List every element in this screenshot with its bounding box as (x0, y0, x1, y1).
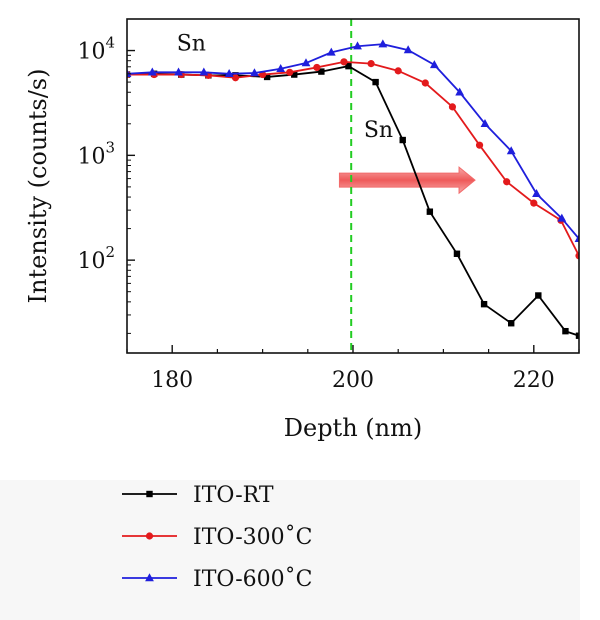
legend-item: ITO-RT (122, 483, 274, 508)
data-point (250, 68, 259, 77)
legend-label: ITO-600˚C (193, 565, 312, 592)
data-point (231, 74, 240, 82)
data-point (301, 58, 311, 67)
data-point (480, 300, 488, 308)
data-point (453, 250, 461, 257)
data-point (575, 252, 579, 260)
data-point (313, 63, 321, 72)
data-point (263, 73, 271, 81)
y-tick-label: 102 (77, 243, 115, 274)
data-point (508, 320, 515, 327)
shift-arrow (338, 166, 476, 195)
arrow-layer (338, 166, 476, 195)
series-triangle (127, 39, 579, 242)
x-tick-label: 180 (151, 368, 193, 393)
data-point (353, 41, 362, 50)
data-point (318, 68, 325, 75)
data-point (147, 67, 157, 76)
y-tick-base: 10 (77, 144, 105, 169)
data-point (345, 62, 352, 70)
data-point (503, 178, 511, 186)
data-point (506, 146, 516, 155)
y-tick-label: 103 (77, 138, 115, 169)
data-point (174, 67, 183, 76)
data-point (455, 87, 465, 96)
data-point (367, 60, 375, 68)
y-tick-label: 104 (77, 34, 115, 65)
y-tick-exponent: 3 (105, 138, 115, 156)
series-line (127, 65, 579, 337)
data-point (532, 188, 541, 197)
data-point (276, 63, 286, 72)
data-point (378, 39, 388, 48)
data-point (426, 208, 434, 215)
legend-item: ITO-300˚C (122, 523, 312, 550)
legend: ITO-RT ITO-300˚C ITO-600˚C (122, 483, 312, 592)
legend-label: ITO-300˚C (193, 523, 312, 550)
legend-label: ITO-RT (193, 483, 274, 508)
data-point (448, 103, 457, 111)
data-point (340, 58, 348, 66)
annotation-label: Sn (364, 118, 393, 143)
annotation-label: Sn (177, 32, 206, 57)
legend-background (0, 480, 580, 620)
data-point (480, 118, 490, 127)
data-point (557, 213, 567, 222)
y-tick-base: 10 (77, 249, 105, 274)
series-line (127, 43, 579, 240)
annotation-layer: Sn Sn (177, 32, 393, 143)
legend-marker (145, 532, 154, 540)
data-point (403, 45, 413, 54)
y-axis-label: Intensity (counts/s) (24, 69, 52, 304)
data-point (372, 78, 379, 86)
data-point (291, 71, 298, 78)
data-point (127, 68, 132, 77)
legend-marker (145, 573, 154, 582)
y-tick-exponent: 4 (105, 34, 115, 52)
data-point (429, 60, 439, 69)
series-layer (127, 39, 579, 339)
data-point (575, 332, 579, 339)
legend-marker (146, 490, 153, 498)
data-point (562, 327, 569, 335)
data-point (224, 68, 234, 77)
data-point (326, 47, 336, 56)
data-point (535, 292, 542, 299)
data-point (286, 68, 294, 76)
data-point (199, 67, 209, 76)
legend-item: ITO-600˚C (122, 565, 312, 592)
x-tick-label: 220 (513, 368, 555, 393)
data-point (574, 233, 579, 242)
y-tick-exponent: 2 (105, 243, 115, 261)
x-tick-label: 200 (332, 368, 374, 393)
series-line (127, 60, 579, 257)
x-axis-label: Depth (nm) (284, 414, 422, 442)
data-point (421, 79, 429, 87)
data-point (530, 199, 538, 207)
series-square (127, 62, 579, 339)
y-tick-base: 10 (77, 40, 105, 65)
data-point (394, 67, 402, 75)
data-point (399, 136, 406, 144)
data-point (475, 141, 484, 149)
series-circle (127, 58, 579, 260)
